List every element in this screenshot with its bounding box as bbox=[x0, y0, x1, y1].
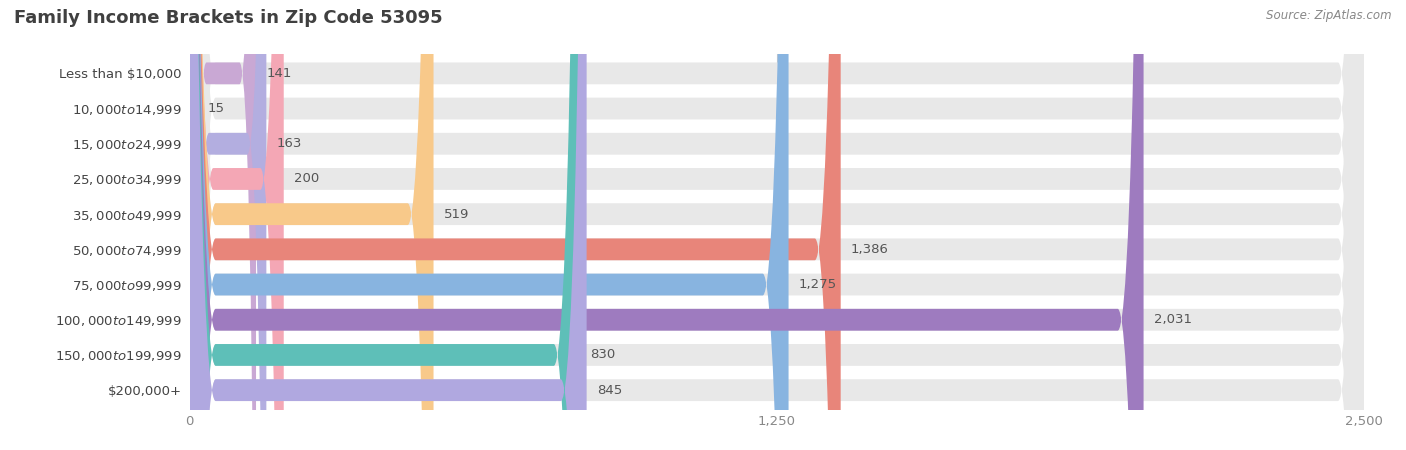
FancyBboxPatch shape bbox=[190, 0, 1364, 450]
FancyBboxPatch shape bbox=[190, 0, 1364, 450]
Text: Family Income Brackets in Zip Code 53095: Family Income Brackets in Zip Code 53095 bbox=[14, 9, 443, 27]
Text: 519: 519 bbox=[444, 207, 470, 220]
FancyBboxPatch shape bbox=[190, 0, 284, 450]
FancyBboxPatch shape bbox=[190, 0, 1364, 450]
FancyBboxPatch shape bbox=[190, 0, 1364, 450]
Text: 200: 200 bbox=[294, 172, 319, 185]
Text: 2,031: 2,031 bbox=[1154, 313, 1192, 326]
Text: 141: 141 bbox=[266, 67, 291, 80]
Text: 1,386: 1,386 bbox=[851, 243, 889, 256]
FancyBboxPatch shape bbox=[190, 0, 1364, 450]
FancyBboxPatch shape bbox=[190, 0, 197, 230]
FancyBboxPatch shape bbox=[190, 0, 841, 450]
Text: 15: 15 bbox=[207, 102, 224, 115]
FancyBboxPatch shape bbox=[190, 0, 266, 450]
FancyBboxPatch shape bbox=[190, 0, 1364, 450]
Text: Source: ZipAtlas.com: Source: ZipAtlas.com bbox=[1267, 9, 1392, 22]
Text: 163: 163 bbox=[277, 137, 302, 150]
FancyBboxPatch shape bbox=[190, 0, 433, 450]
FancyBboxPatch shape bbox=[190, 0, 1364, 450]
FancyBboxPatch shape bbox=[190, 0, 1143, 450]
FancyBboxPatch shape bbox=[190, 0, 586, 450]
FancyBboxPatch shape bbox=[190, 0, 1364, 450]
FancyBboxPatch shape bbox=[190, 0, 1364, 450]
FancyBboxPatch shape bbox=[190, 0, 789, 450]
FancyBboxPatch shape bbox=[190, 0, 579, 450]
Text: 830: 830 bbox=[591, 348, 616, 361]
FancyBboxPatch shape bbox=[190, 0, 256, 450]
Text: 1,275: 1,275 bbox=[799, 278, 837, 291]
FancyBboxPatch shape bbox=[190, 0, 1364, 450]
Text: 845: 845 bbox=[598, 384, 623, 396]
